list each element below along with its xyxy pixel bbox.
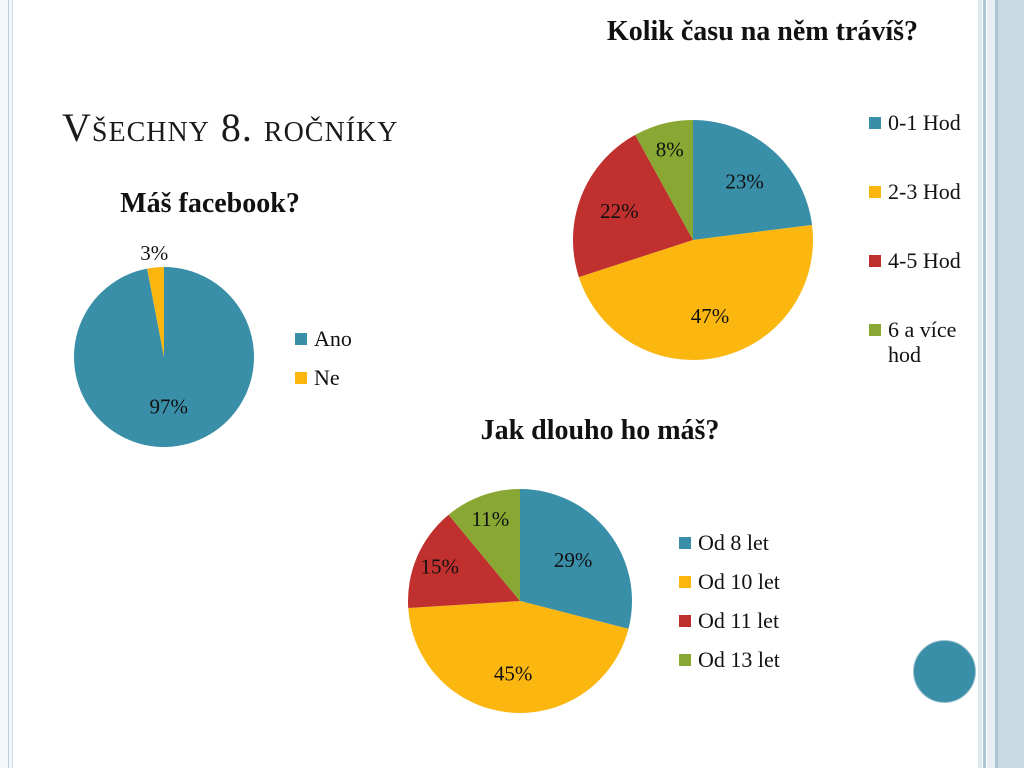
legend-label: 6 a více hod xyxy=(888,317,957,367)
legend-item: 2-3 Hod xyxy=(866,179,978,204)
legend-item: Od 11 let xyxy=(676,608,780,633)
right-border-stripe xyxy=(995,0,998,768)
legend-swatch xyxy=(679,654,691,666)
pie-slice xyxy=(572,134,693,278)
legend-swatch xyxy=(679,615,691,627)
pie-slice xyxy=(635,120,693,240)
legend-item: Od 10 let xyxy=(676,569,780,594)
pie-slice xyxy=(578,224,813,360)
legend-item: 4-5 Hod xyxy=(866,248,978,273)
right-border-stripe xyxy=(983,0,986,768)
right-border-stripe xyxy=(987,0,995,768)
legend-label: Od 13 let xyxy=(698,647,780,672)
pie-slice xyxy=(408,601,629,713)
right-border-stripe xyxy=(978,0,982,768)
data-label: 11% xyxy=(472,507,510,531)
legend-swatch xyxy=(869,324,881,336)
legend-label: 0-1 Hod xyxy=(888,110,961,135)
legend-swatch xyxy=(679,537,691,549)
legend-facebook: Ano Ne xyxy=(292,326,352,404)
left-border-decoration xyxy=(0,0,13,768)
data-label: 97% xyxy=(149,394,188,418)
legend-label: 2-3 Hod xyxy=(888,179,961,204)
legend-label: Ne xyxy=(314,365,340,390)
legend-label: Od 11 let xyxy=(698,608,780,633)
legend-label: Od 8 let xyxy=(698,530,769,555)
legend-item: 0-1 Hod xyxy=(866,110,978,135)
legend-item: Ano xyxy=(292,326,352,351)
legend-item: Od 8 let xyxy=(676,530,780,555)
decorative-circle xyxy=(913,640,976,703)
pie-slice xyxy=(147,267,164,357)
legend-swatch xyxy=(869,117,881,129)
legend-item: Od 13 let xyxy=(676,647,780,672)
legend-item: 6 a více hod xyxy=(866,317,978,367)
legend-swatch xyxy=(295,372,307,384)
slide-title: Všechny 8. ročníky xyxy=(62,105,399,150)
legend-swatch xyxy=(295,333,307,345)
pie-slice xyxy=(693,120,813,240)
data-label: 8% xyxy=(656,137,684,161)
data-label: 29% xyxy=(554,548,593,572)
chart-title-time-spent: Kolik času na něm trávíš? xyxy=(606,16,919,47)
legend-item: Ne xyxy=(292,365,352,390)
legend-swatch xyxy=(869,255,881,267)
data-label: 22% xyxy=(600,199,639,223)
legend-label: 4-5 Hod xyxy=(888,248,961,273)
legend-time-spent: 0-1 Hod 2-3 Hod 4-5 Hod 6 a více hod xyxy=(866,110,978,411)
data-label: 45% xyxy=(494,662,533,686)
pie-slice xyxy=(73,267,254,448)
legend-label: Ano xyxy=(314,326,352,351)
legend-label: Od 10 let xyxy=(698,569,780,594)
data-label: 15% xyxy=(421,554,460,578)
pie-slice xyxy=(448,489,520,601)
data-label: 3% xyxy=(140,241,168,265)
right-border-stripe xyxy=(998,0,1024,768)
chart-title-facebook: Máš facebook? xyxy=(120,188,300,219)
pie-slice xyxy=(407,514,520,609)
pie-slice xyxy=(520,489,632,629)
chart-title-how-long: Jak dlouho ho máš? xyxy=(480,415,720,446)
legend-how-long: Od 8 let Od 10 let Od 11 let Od 13 let xyxy=(676,530,780,686)
data-label: 23% xyxy=(725,170,764,194)
legend-swatch xyxy=(869,186,881,198)
legend-swatch xyxy=(679,576,691,588)
data-label: 47% xyxy=(691,304,730,328)
